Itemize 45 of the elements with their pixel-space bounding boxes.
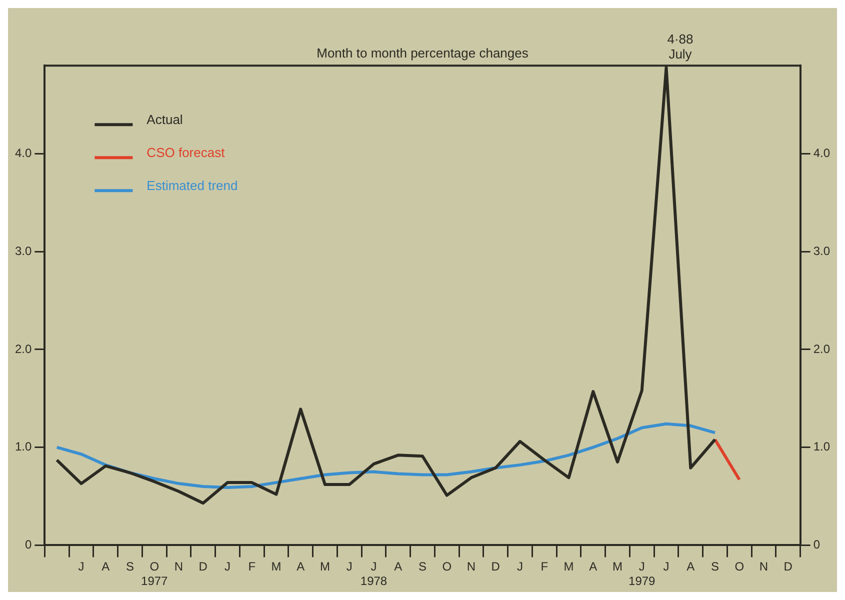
x-tick-label: J: [346, 560, 352, 574]
x-tick-label: A: [589, 560, 598, 574]
x-tick-label: S: [126, 560, 134, 574]
x-tick-label: D: [491, 560, 500, 574]
y2-tick-label: 4.0: [813, 146, 830, 160]
legend-label: Actual: [146, 112, 183, 128]
x-tick-label: N: [759, 560, 768, 574]
x-tick-label: F: [248, 560, 256, 574]
y-tick-label: 4.0: [14, 146, 32, 160]
x-tick-label: A: [102, 560, 110, 574]
y-tick-label: 0: [24, 538, 32, 552]
x-tick-label: J: [78, 560, 84, 574]
y2-tick-label: 1.0: [813, 440, 830, 454]
x-tick-label: A: [394, 560, 402, 574]
chart-subtitle: Month to month percentage changes: [316, 45, 529, 60]
x-tick-label: N: [174, 560, 184, 574]
x-tick-label: M: [320, 560, 330, 574]
x-tick-label: J: [663, 560, 670, 574]
legend-label: Estimated trend: [146, 178, 238, 194]
x-tick-label: J 1979: [628, 560, 656, 588]
x-tick-label: O 1977: [141, 560, 168, 588]
y2-tick-label: 0: [813, 538, 820, 552]
legend-label: CSO forecast: [146, 145, 226, 160]
x-tick-label: M: [271, 560, 282, 574]
x-tick-label: A: [296, 560, 305, 574]
x-tick-label: O: [442, 560, 452, 574]
x-tick-label: M: [564, 560, 574, 574]
x-tick-label: O: [734, 560, 744, 574]
y2-tick-label: 3.0: [813, 244, 830, 258]
x-tick-label: N: [466, 560, 476, 574]
x-tick-label: J: [517, 560, 523, 574]
text: 4·88 July: [667, 32, 694, 62]
x-tick-label: M: [612, 560, 623, 574]
x-tick-label: S: [710, 560, 720, 574]
x-tick-label: D: [198, 560, 208, 574]
x-tick-label: D: [784, 560, 793, 574]
y-tick-label: 2.0: [14, 342, 32, 356]
x-tick-label: J: [224, 560, 230, 574]
x-tick-label: S: [418, 560, 427, 574]
x-tick-label: F: [540, 560, 548, 574]
x-tick-label: A: [686, 560, 695, 574]
y2-tick-label: 2.0: [813, 342, 830, 356]
y-tick-label: 3.0: [14, 244, 32, 258]
x-tick-label: J 1978: [360, 560, 388, 588]
y-tick-label: 1.0: [14, 440, 32, 454]
